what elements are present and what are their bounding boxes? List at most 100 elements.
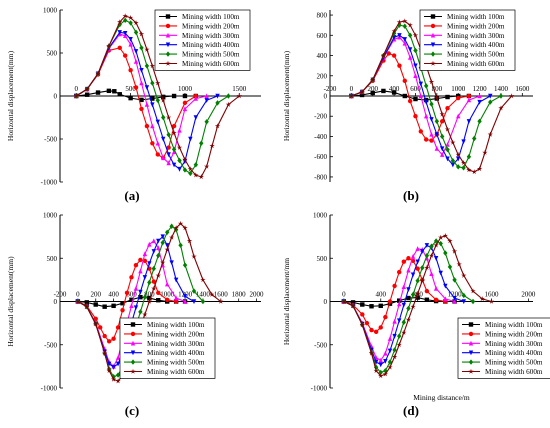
x-tick-label: 1200 xyxy=(448,291,463,299)
data-point xyxy=(482,149,488,155)
legend-marker xyxy=(165,51,171,57)
data-point xyxy=(378,362,383,368)
data-point xyxy=(236,93,242,99)
data-point xyxy=(182,298,188,304)
data-point xyxy=(177,166,182,172)
y-tick-label: 0 xyxy=(54,93,58,101)
data-point xyxy=(498,105,504,111)
data-point xyxy=(407,32,413,38)
data-point xyxy=(382,371,389,377)
data-point xyxy=(443,250,448,256)
data-point xyxy=(470,298,476,305)
y-axis-label: Horizontal displacement(mm) xyxy=(282,50,291,141)
data-point xyxy=(160,239,165,246)
data-point xyxy=(93,321,99,327)
legend-box xyxy=(119,317,216,379)
data-point xyxy=(138,289,143,295)
data-point xyxy=(165,114,172,120)
legend-entry: Mining width 400m xyxy=(447,41,505,49)
data-point xyxy=(350,303,356,309)
data-point xyxy=(429,138,434,143)
data-point xyxy=(488,93,493,99)
data-point xyxy=(461,292,466,299)
legend-entry: Mining width 300m xyxy=(447,32,505,40)
panel-label: (c) xyxy=(125,403,139,418)
y-tick-label: -200 xyxy=(314,113,327,121)
data-point xyxy=(150,141,155,146)
data-point xyxy=(402,78,407,84)
data-point xyxy=(142,275,148,280)
data-point xyxy=(470,288,476,294)
data-point xyxy=(144,63,150,69)
y-tick-label: 400 xyxy=(317,52,328,60)
data-point xyxy=(405,316,412,322)
series-line xyxy=(351,52,469,142)
data-point xyxy=(391,28,397,34)
data-point xyxy=(138,268,143,274)
data-point xyxy=(186,238,193,244)
data-point xyxy=(370,77,376,83)
data-point xyxy=(423,83,429,89)
data-point xyxy=(386,51,391,56)
data-point xyxy=(169,260,174,266)
data-point xyxy=(156,290,161,296)
x-tick-label: 1600 xyxy=(484,291,499,299)
data-point xyxy=(402,18,408,24)
series-5 xyxy=(73,13,242,180)
data-point xyxy=(117,19,123,25)
data-point xyxy=(161,155,166,161)
data-point xyxy=(160,234,165,240)
data-point xyxy=(451,248,458,254)
data-point xyxy=(456,113,461,119)
data-point xyxy=(133,285,139,291)
data-point xyxy=(461,165,466,171)
data-point xyxy=(452,277,457,283)
panel-label: (d) xyxy=(403,403,419,418)
data-point xyxy=(128,68,133,73)
data-point xyxy=(423,137,429,142)
data-point xyxy=(433,297,439,302)
x-tick-label: 1000 xyxy=(178,85,193,93)
x-tick-label: 0 xyxy=(76,291,80,299)
data-point xyxy=(139,68,144,73)
data-point xyxy=(407,47,413,53)
data-point xyxy=(456,156,461,162)
data-point xyxy=(106,88,112,94)
data-point xyxy=(508,93,515,99)
data-point xyxy=(466,119,472,124)
data-point xyxy=(164,246,170,252)
data-point xyxy=(373,329,379,334)
legend-entry: Mining width 300m xyxy=(182,32,240,40)
data-point xyxy=(106,361,112,367)
data-point xyxy=(396,341,402,348)
data-point xyxy=(155,119,160,125)
data-point xyxy=(117,92,122,97)
data-point xyxy=(144,123,150,129)
y-tick-label: -1000 xyxy=(41,385,58,393)
legend-marker xyxy=(130,350,136,356)
data-point xyxy=(387,364,393,370)
data-point xyxy=(106,367,112,373)
data-point xyxy=(138,309,143,315)
data-point xyxy=(122,53,128,58)
data-point xyxy=(373,359,379,365)
data-point xyxy=(122,17,128,24)
data-point xyxy=(380,52,387,58)
data-point xyxy=(73,93,79,99)
data-point xyxy=(447,238,453,244)
data-point xyxy=(200,277,206,283)
data-point xyxy=(182,262,188,268)
y-axis-label: Horizontal displacement/mm xyxy=(282,258,291,345)
data-point xyxy=(359,322,365,328)
legend-entry: Mining width 400m xyxy=(485,349,543,357)
data-point xyxy=(415,246,420,251)
data-point xyxy=(147,295,152,301)
data-point xyxy=(368,350,375,356)
data-point xyxy=(439,152,445,157)
data-point xyxy=(424,243,430,248)
x-tick-label: 200 xyxy=(90,291,101,299)
data-point xyxy=(171,146,177,153)
data-point xyxy=(120,301,125,306)
data-point xyxy=(128,41,133,47)
data-point xyxy=(413,47,418,54)
